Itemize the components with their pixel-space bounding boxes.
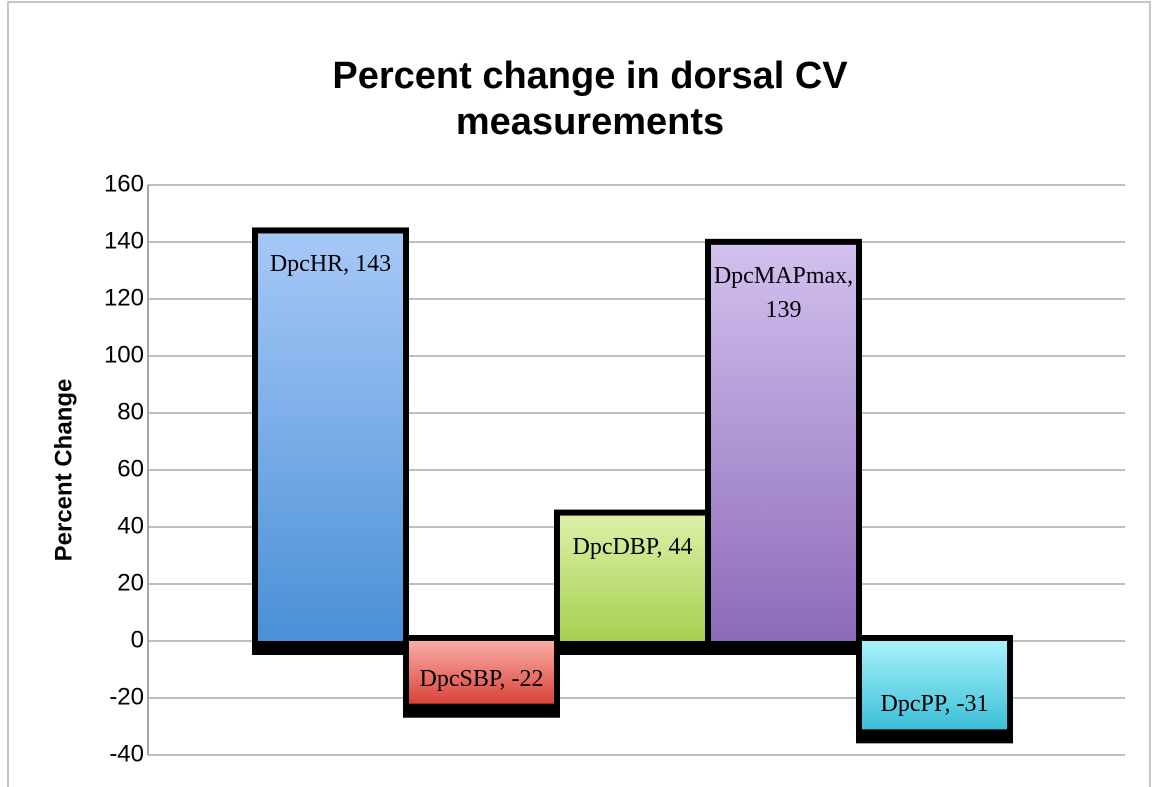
chart-frame <box>7 1 1151 787</box>
y-axis-label: Percent Change <box>50 379 77 562</box>
y-tick-label: 80 <box>117 398 144 425</box>
y-tick-label: 20 <box>117 569 144 596</box>
y-tick-label: -20 <box>109 683 144 710</box>
data-label: DpcMAPmax, 139 <box>713 262 854 323</box>
bar <box>711 244 856 641</box>
data-label: DpcDBP, 44 <box>572 533 693 560</box>
y-tick-label: 100 <box>104 341 144 368</box>
bar <box>560 515 705 641</box>
bar <box>862 641 1007 730</box>
y-tick-label: 160 <box>104 170 144 197</box>
y-tick-label: 120 <box>104 284 144 311</box>
data-label: DpcHR, 143 <box>269 251 392 278</box>
data-label: DpcPP, -31 <box>880 691 989 718</box>
y-tick-label: 40 <box>117 512 144 539</box>
bar <box>409 641 554 704</box>
y-tick-label: 60 <box>117 455 144 482</box>
bar <box>258 233 403 641</box>
y-tick-label: 0 <box>131 626 144 653</box>
y-tick-label: -40 <box>109 740 144 767</box>
data-label: DpcSBP, -22 <box>419 665 544 692</box>
y-tick-label: 140 <box>104 227 144 254</box>
chart-title: Percent change in dorsal CV measurements <box>332 55 848 143</box>
